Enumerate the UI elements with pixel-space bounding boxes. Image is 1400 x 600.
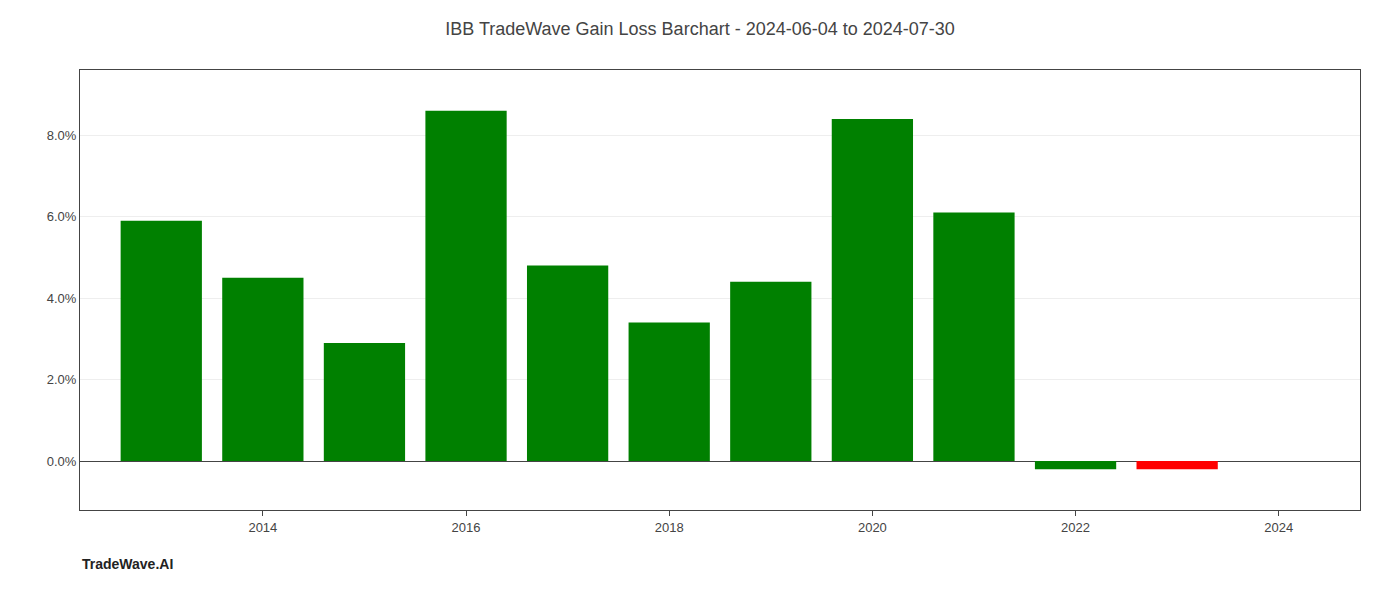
svg-text:2024: 2024 [1264, 520, 1293, 535]
svg-text:8.0%: 8.0% [47, 128, 77, 143]
svg-text:2018: 2018 [655, 520, 684, 535]
svg-text:0.0%: 0.0% [47, 454, 77, 469]
svg-text:6.0%: 6.0% [47, 209, 77, 224]
svg-text:4.0%: 4.0% [47, 291, 77, 306]
svg-text:TradeWave.AI: TradeWave.AI [82, 556, 173, 572]
svg-text:2020: 2020 [858, 520, 887, 535]
svg-text:2014: 2014 [248, 520, 277, 535]
svg-text:2.0%: 2.0% [47, 372, 77, 387]
svg-text:IBB TradeWave Gain Loss Barcha: IBB TradeWave Gain Loss Barchart - 2024-… [445, 19, 955, 39]
svg-text:2016: 2016 [452, 520, 481, 535]
svg-text:2022: 2022 [1061, 520, 1090, 535]
